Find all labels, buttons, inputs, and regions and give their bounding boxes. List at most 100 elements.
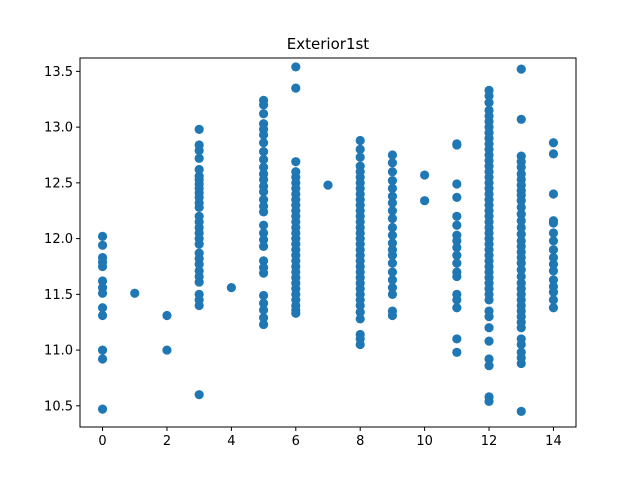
data-point xyxy=(452,295,462,305)
data-point xyxy=(484,323,494,333)
data-point xyxy=(548,266,559,276)
data-point xyxy=(258,187,269,197)
data-point xyxy=(387,191,398,201)
data-point xyxy=(548,138,559,148)
x-tick-label: 12 xyxy=(481,434,498,449)
data-point xyxy=(484,91,494,101)
data-point xyxy=(258,290,269,301)
data-point xyxy=(452,250,462,260)
data-point xyxy=(452,271,462,282)
data-point xyxy=(516,323,526,333)
x-tick-label: 4 xyxy=(227,434,235,449)
data-point xyxy=(258,138,269,148)
data-point xyxy=(516,265,526,275)
y-tick-label: 10.5 xyxy=(44,399,73,414)
data-point xyxy=(97,276,108,286)
data-point xyxy=(258,256,269,266)
x-tick-label: 8 xyxy=(356,434,364,449)
data-point xyxy=(258,174,269,185)
data-point xyxy=(548,189,559,199)
data-point xyxy=(258,130,269,140)
x-tick-label: 0 xyxy=(98,434,106,449)
y-tick-label: 12.5 xyxy=(44,176,73,191)
data-point xyxy=(387,258,398,268)
axes-layer: 0 2 4 6 8 10 12 14 10.5 11.0 11.5 12.0 12.5 13.0 13.5 xyxy=(44,57,577,449)
y-tick-label: 12.0 xyxy=(44,232,73,247)
data-point xyxy=(452,242,462,253)
data-point xyxy=(387,183,398,194)
data-point xyxy=(387,238,398,248)
data-point xyxy=(484,354,494,364)
data-point xyxy=(452,140,462,150)
y-tick-label: 11.5 xyxy=(44,288,73,303)
data-point xyxy=(387,198,398,208)
data-point xyxy=(516,229,526,239)
y-tick-label: 13.0 xyxy=(44,121,73,136)
data-point xyxy=(258,207,269,217)
data-point xyxy=(194,202,204,212)
data-point xyxy=(420,196,430,206)
data-point xyxy=(516,406,526,416)
data-point xyxy=(258,162,269,172)
data-point xyxy=(194,124,204,134)
data-point xyxy=(516,339,526,350)
data-point xyxy=(387,230,398,240)
data-point xyxy=(387,213,398,224)
data-point xyxy=(258,100,269,110)
data-point xyxy=(420,170,430,180)
data-point xyxy=(548,275,559,285)
data-point xyxy=(484,295,494,305)
data-point xyxy=(97,303,108,313)
plot-frame xyxy=(79,57,577,428)
data-point xyxy=(97,354,108,364)
data-point xyxy=(484,97,494,108)
data-point xyxy=(452,211,462,221)
data-point xyxy=(355,135,365,146)
data-point xyxy=(97,345,108,355)
data-point xyxy=(387,250,398,260)
data-point xyxy=(355,307,365,317)
data-point xyxy=(387,167,398,177)
data-point xyxy=(194,153,204,163)
x-tick-label: 6 xyxy=(292,434,300,449)
data-point xyxy=(452,220,462,230)
data-point xyxy=(258,268,269,278)
data-point xyxy=(97,240,108,250)
data-point xyxy=(387,310,398,321)
data-point xyxy=(516,114,526,124)
data-point xyxy=(258,235,269,245)
x-tick-label: 10 xyxy=(416,434,433,449)
data-point xyxy=(130,288,140,298)
data-point xyxy=(452,258,462,268)
data-point xyxy=(355,152,365,162)
data-point xyxy=(484,336,494,346)
data-point xyxy=(548,295,559,305)
data-point xyxy=(258,319,269,330)
data-point xyxy=(162,345,172,355)
data-point xyxy=(194,259,204,269)
data-point xyxy=(452,347,462,357)
data-point xyxy=(258,313,269,323)
data-point xyxy=(548,218,559,228)
data-point xyxy=(452,303,462,313)
data-point xyxy=(291,308,301,318)
data-point xyxy=(258,228,269,238)
data-point xyxy=(258,154,269,165)
data-point xyxy=(226,283,236,293)
data-point xyxy=(452,236,462,246)
data-point xyxy=(516,271,526,282)
data-point xyxy=(355,144,365,155)
data-point xyxy=(194,239,204,249)
data-point xyxy=(387,275,398,285)
x-tick-label: 2 xyxy=(163,434,171,449)
data-point xyxy=(291,83,301,93)
data-point xyxy=(194,145,204,156)
y-tick-label: 11.0 xyxy=(44,344,73,359)
data-point xyxy=(258,220,269,230)
data-point xyxy=(387,267,398,277)
points-layer xyxy=(97,62,559,416)
data-point xyxy=(484,361,494,371)
data-point xyxy=(387,150,398,160)
data-point xyxy=(355,314,365,324)
